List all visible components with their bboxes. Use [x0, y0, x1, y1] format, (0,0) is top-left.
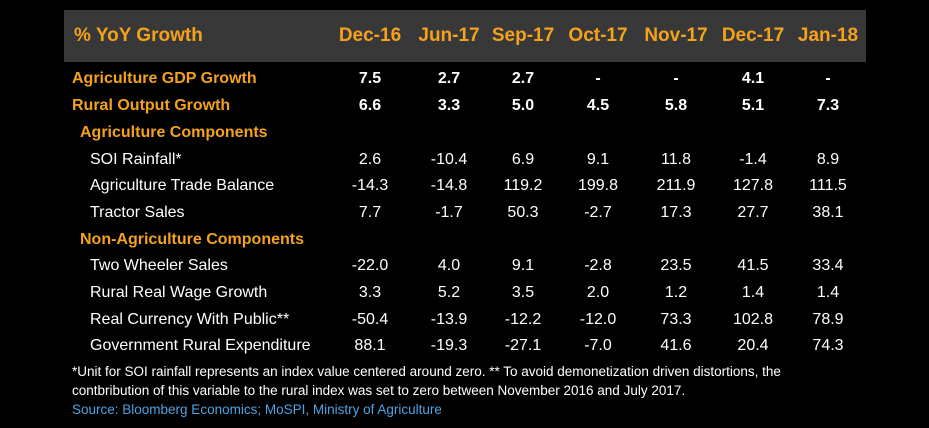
table-cell: 3.3	[437, 97, 461, 114]
table-cell: -2.7	[584, 204, 612, 221]
row-label: Rural Output Growth	[72, 97, 231, 114]
table-row: Tractor Sales 7.7 -1.7 50.3 -2.7 17.3 27.7 38.1	[64, 201, 866, 227]
section-row: Agriculture Components	[64, 121, 866, 147]
table-cell: 199.8	[577, 177, 619, 194]
table-cell: 3.5	[511, 284, 535, 301]
column-header: Nov-17	[644, 25, 708, 46]
column-header: Jan-18	[797, 25, 859, 46]
table-cell: 1.4	[741, 284, 765, 301]
footnote-line-1: *Unit for SOI rainfall represents an ind…	[72, 364, 781, 379]
table-title: % YoY Growth	[74, 25, 203, 46]
section-row: Non-Agriculture Components	[64, 228, 866, 254]
table-cell: 50.3	[507, 204, 539, 221]
table-header: % YoY Growth Dec-16 Jun-17 Sep-17 Oct-17…	[64, 10, 866, 62]
table-cell: 5.2	[437, 284, 461, 301]
table-cell: 111.5	[809, 177, 847, 194]
row-label: Real Currency With Public**	[90, 311, 290, 328]
row-label: SOI Rainfall*	[90, 151, 182, 168]
table-cell: 211.9	[656, 177, 696, 194]
table-cell: -14.3	[351, 177, 389, 194]
table-cell: -1.7	[435, 204, 463, 221]
table-cell: 5.8	[664, 97, 688, 114]
table-cell: 102.8	[732, 311, 774, 328]
table-cell: 6.9	[511, 151, 535, 168]
table-cell: -22.0	[351, 257, 389, 274]
table-cell: -13.9	[430, 311, 468, 328]
table-row: Rural Output Growth 6.6 3.3 5.0 4.5 5.8 5.1 7.3	[64, 94, 866, 120]
table-row: Agriculture GDP Growth 7.5 2.7 2.7 - - 4.1 -	[64, 67, 866, 93]
table-cell: 1.2	[664, 284, 688, 301]
table-row: SOI Rainfall* 2.6 -10.4 6.9 9.1 11.8 -1.4 8.9	[64, 148, 866, 174]
table-cell: 2.7	[511, 70, 535, 87]
table-cell: -	[595, 70, 601, 87]
table-cell: 8.9	[816, 151, 840, 168]
row-label: Agriculture Components	[80, 124, 268, 141]
table-cell: -12.2	[504, 311, 542, 328]
row-label: Agriculture GDP Growth	[72, 70, 257, 87]
table-cell: 5.1	[741, 97, 765, 114]
table-cell: 38.1	[812, 204, 844, 221]
table-cell: -10.4	[430, 151, 468, 168]
table-cell: 73.3	[660, 311, 692, 328]
table-row: Two Wheeler Sales -22.0 4.0 9.1 -2.8 23.5 41.5…	[64, 254, 866, 280]
table-cell: 88.1	[354, 337, 386, 354]
table-cell: 2.6	[358, 151, 382, 168]
table-cell: 7.3	[816, 97, 840, 114]
table-row: Government Rural Expenditure 88.1 -19.3 -27…	[64, 334, 866, 360]
table-cell: 2.7	[437, 70, 461, 87]
table-cell: 4.1	[741, 70, 765, 87]
table-cell: 23.5	[660, 257, 692, 274]
table-cell: 41.5	[737, 257, 769, 274]
table-cell: 33.4	[812, 257, 844, 274]
row-label: Two Wheeler Sales	[90, 257, 228, 274]
table-cell: 9.1	[511, 257, 535, 274]
table-cell: 11.8	[661, 151, 691, 168]
table-cell: 5.0	[511, 97, 535, 114]
table-cell: 1.4	[816, 284, 840, 301]
table-cell: -19.3	[430, 337, 468, 354]
table-row: Real Currency With Public** -50.4 -13.9 -12…	[64, 308, 866, 334]
source-note: Source: Bloomberg Economics; MoSPI, Mini…	[72, 402, 442, 417]
table-cell: 41.6	[660, 337, 692, 354]
table-cell: -27.1	[504, 337, 542, 354]
column-header: Dec-16	[338, 25, 402, 46]
table-cell: 7.7	[358, 204, 382, 221]
table-cell: -	[673, 70, 679, 87]
table-cell: -12.0	[579, 311, 617, 328]
table-cell: 74.3	[812, 337, 844, 354]
table-row: Agriculture Trade Balance -14.3 -14.8 119.2…	[64, 174, 866, 200]
table-cell: 3.3	[358, 284, 382, 301]
column-header: Oct-17	[568, 25, 628, 46]
column-header: Dec-17	[721, 25, 785, 46]
table-cell: 6.6	[358, 97, 382, 114]
table-cell: -50.4	[351, 311, 389, 328]
row-label: Rural Real Wage Growth	[90, 284, 268, 301]
table-cell: 7.5	[358, 70, 382, 87]
table-cell: 4.0	[437, 257, 461, 274]
table-cell: 4.5	[586, 97, 610, 114]
table-cell: -7.0	[584, 337, 612, 354]
table-cell: 127.8	[732, 177, 774, 194]
table-cell: 78.9	[812, 311, 844, 328]
table-cell: 17.3	[660, 204, 692, 221]
table-row: Rural Real Wage Growth 3.3 5.2 3.5 2.0 1.2 1.4…	[64, 281, 866, 307]
table-cell: -14.8	[430, 177, 468, 194]
table-cell: -	[825, 70, 831, 87]
row-label: Tractor Sales	[90, 204, 185, 221]
column-header: Sep-17	[491, 25, 555, 46]
row-label: Non-Agriculture Components	[80, 231, 304, 248]
table-cell: -2.8	[584, 257, 612, 274]
table-cell: 20.4	[737, 337, 769, 354]
table-cell: 2.0	[586, 284, 610, 301]
row-label: Government Rural Expenditure	[90, 337, 311, 354]
footnote-line-2: contbribution of this variable to the ru…	[72, 383, 686, 398]
table-cell: -1.4	[739, 151, 767, 168]
column-header: Jun-17	[418, 25, 480, 46]
table-cell: 27.7	[737, 204, 769, 221]
table-cell: 119.2	[503, 177, 543, 194]
table-cell: 9.1	[586, 151, 610, 168]
row-label: Agriculture Trade Balance	[90, 177, 275, 194]
